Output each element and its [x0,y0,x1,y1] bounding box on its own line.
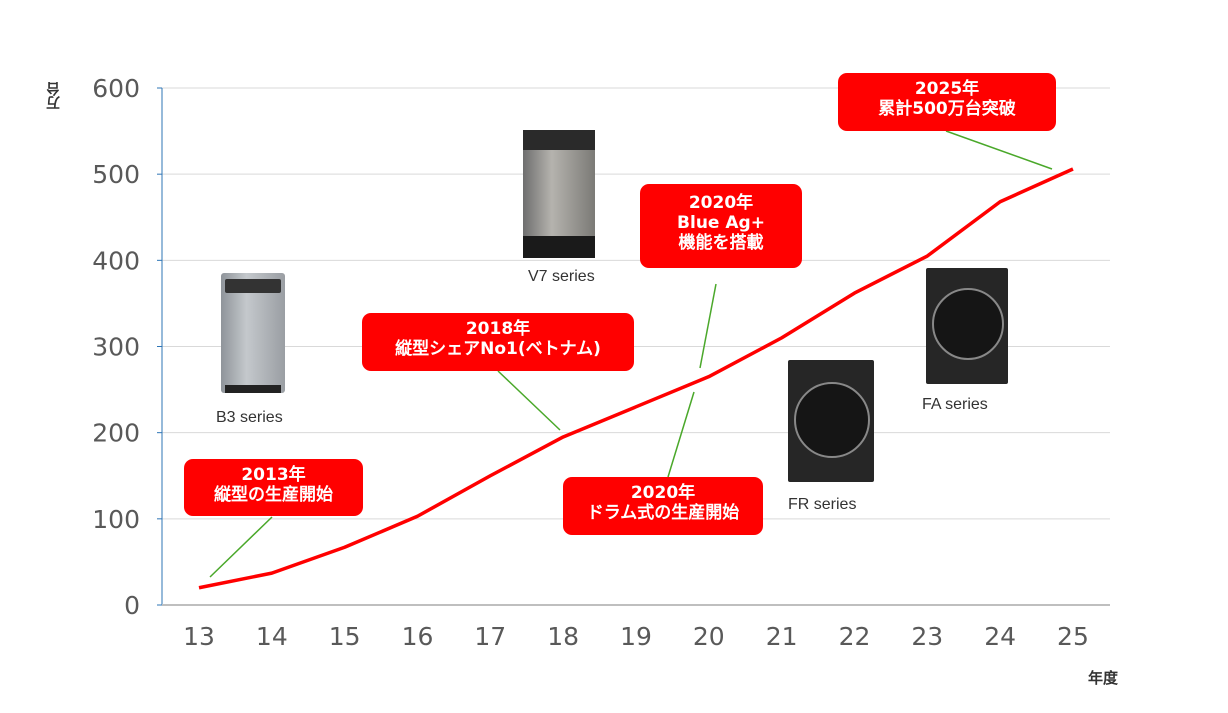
product-label-fa: FA series [922,396,988,413]
x-tick-label: 15 [329,622,361,651]
x-tick-label: 19 [620,622,652,651]
y-tick-label: 0 [124,591,140,620]
product-label-v7: V7 series [528,268,595,285]
x-tick-label: 16 [402,622,434,651]
callout-2018: 2018年 縦型シェアNo1(ベトナム) [362,313,634,371]
x-tick-label: 22 [839,622,871,651]
fa-washer-image [926,268,1008,384]
x-tick-label: 17 [474,622,506,651]
callout-2013: 2013年 縦型の生産開始 [184,459,363,516]
y-axis-label: 万台 [46,82,62,110]
leader-line [497,370,561,431]
y-tick-label: 500 [92,160,140,189]
leader-line [699,283,717,369]
x-tick-label: 21 [766,622,798,651]
x-tick-label: 18 [547,622,579,651]
callout-2020-drum: 2020年 ドラム式の生産開始 [563,477,763,535]
b3-washer-image [221,273,285,393]
x-axis-label: 年度 [1088,669,1119,687]
callout-2025: 2025年 累計500万台突破 [838,73,1056,131]
x-tick-label: 13 [183,622,215,651]
x-tick-label: 25 [1057,622,1089,651]
y-tick-label: 400 [92,246,140,275]
y-tick-label: 100 [92,505,140,534]
x-tick-label: 20 [693,622,725,651]
y-tick-label: 200 [92,419,140,448]
v7-washer-image [523,130,595,258]
x-tick-label: 24 [984,622,1016,651]
y-tick-label: 300 [92,333,140,362]
leader-line [667,391,695,478]
leader-line [209,516,273,578]
x-tick-label: 14 [256,622,288,651]
callout-2020-blueag: 2020年 Blue Ag+ 機能を搭載 [640,184,802,268]
product-label-fr: FR series [788,496,857,513]
y-tick-label: 600 [92,74,140,103]
leader-line [945,130,1053,170]
product-label-b3: B3 series [216,409,283,426]
fr-washer-image [788,360,874,482]
x-tick-label: 23 [911,622,943,651]
